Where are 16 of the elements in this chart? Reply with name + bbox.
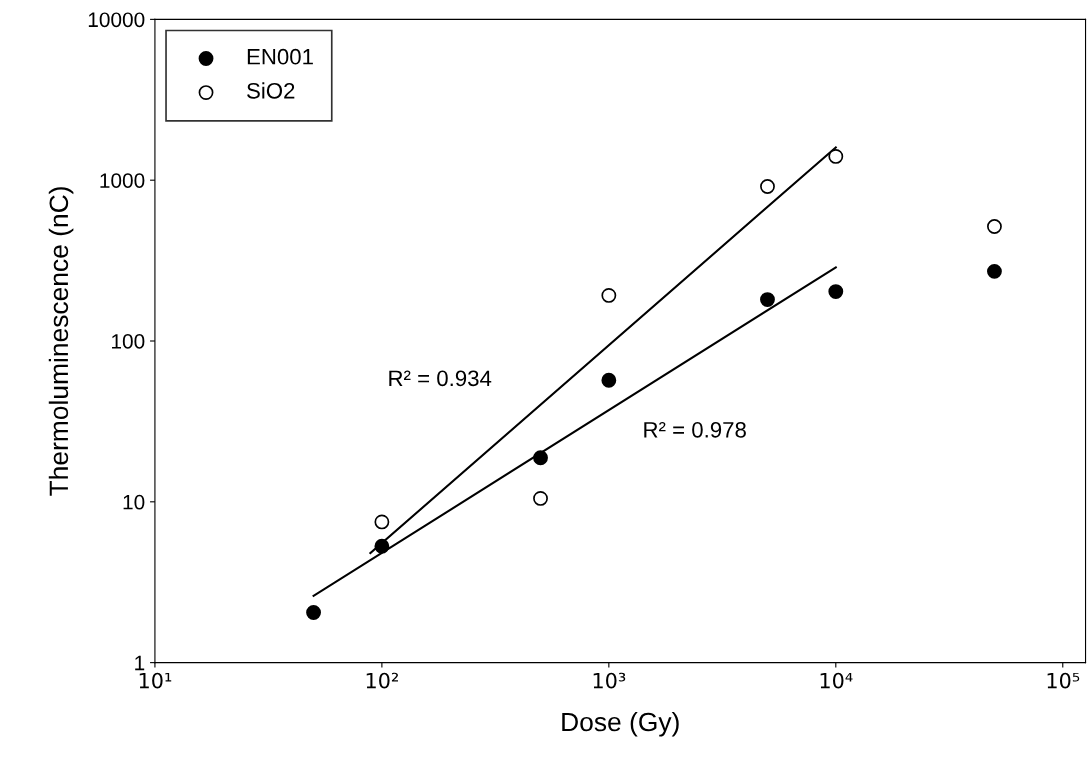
y-tick-label: 1000 [100, 173, 145, 188]
x-tick-label: 10¹ [139, 672, 172, 689]
y-tick-label: 1 [135, 655, 145, 671]
x-tick-label: 10⁵ [1047, 672, 1080, 689]
y-tick-label: 10000 [88, 12, 145, 28]
legend-label: EN001 [247, 48, 313, 65]
x-tick-label: 10⁴ [820, 672, 853, 689]
x-axis-title: Dose (Gy) [562, 711, 679, 737]
annotation: R² = 0.934 [389, 370, 492, 387]
x-tick-label: 10² [366, 672, 398, 689]
annotation: R² = 0.978 [644, 421, 746, 438]
x-tick-label: 10³ [593, 672, 626, 689]
y-tick-label: 10 [123, 494, 145, 510]
legend-label: SiO2 [247, 82, 295, 99]
y-axis-title: Thermoluminescence (nC) [48, 187, 74, 496]
y-tick-label: 100 [112, 334, 145, 349]
